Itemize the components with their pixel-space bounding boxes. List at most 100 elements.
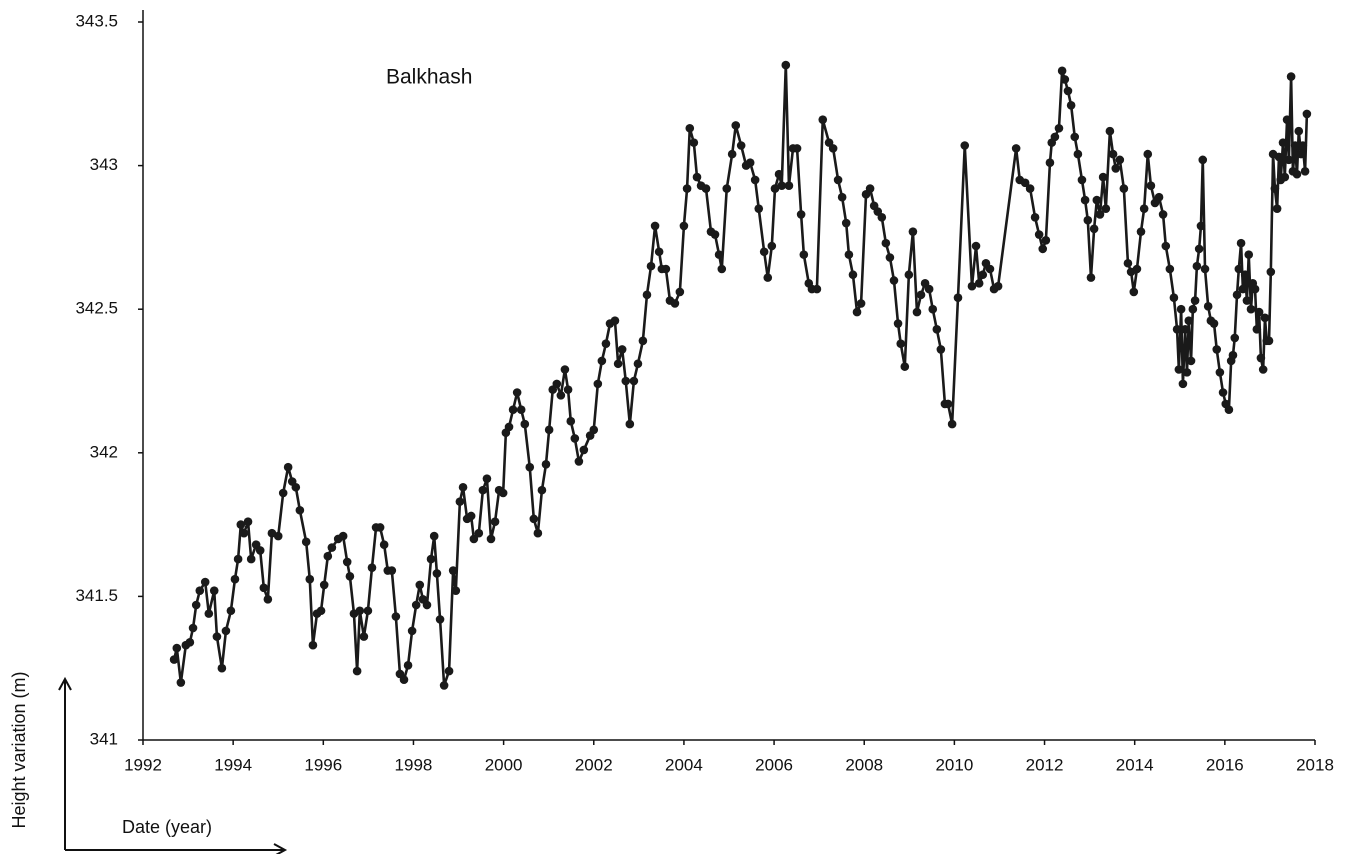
data-point [1161, 241, 1171, 251]
data-point [1154, 192, 1164, 202]
data-point [1298, 141, 1308, 150]
data-point [856, 299, 866, 308]
data-point [426, 554, 436, 564]
data-point [570, 434, 580, 443]
data-point [544, 425, 554, 435]
y-axis-label: Height variation (m) [9, 671, 29, 828]
data-point [670, 299, 680, 308]
data-point [520, 419, 530, 429]
data-point [912, 307, 922, 317]
data-point [1146, 181, 1156, 191]
y-arrow-head [58, 676, 72, 691]
data-point [512, 388, 522, 397]
data-point [387, 566, 397, 575]
data-point [1182, 368, 1192, 377]
axis-arrows [58, 676, 288, 854]
x-tick-label: 2002 [575, 755, 613, 774]
data-point [1196, 221, 1206, 231]
data-point [560, 365, 570, 374]
data-point [717, 264, 727, 274]
data-point [837, 192, 847, 202]
data-point [1077, 175, 1087, 185]
x-axis-label: Date (year) [122, 817, 212, 837]
data-point [928, 304, 938, 314]
data-point [233, 554, 243, 564]
data-point [852, 307, 862, 317]
data-point [1282, 115, 1292, 124]
data-point [1200, 264, 1210, 274]
data-point [1045, 158, 1055, 168]
data-point [1242, 296, 1252, 305]
y-tick-label: 342 [90, 442, 118, 461]
data-point [422, 600, 432, 610]
x-tick-label: 2010 [935, 755, 973, 774]
data-point [1034, 230, 1044, 239]
data-point [610, 316, 620, 325]
data-point [1256, 353, 1266, 363]
data-point [1194, 244, 1204, 254]
data-point [439, 681, 449, 690]
data-point [448, 566, 458, 575]
data-point [1190, 296, 1200, 305]
data-point [1111, 164, 1121, 173]
data-point [469, 534, 479, 544]
data-point [273, 531, 283, 541]
data-point [638, 336, 648, 346]
data-point [908, 227, 918, 236]
data-point [195, 586, 205, 595]
data-point [799, 250, 809, 259]
data-point [650, 221, 660, 231]
data-point [1296, 149, 1306, 159]
data-point [221, 626, 231, 636]
data-point [563, 385, 573, 394]
data-point [185, 638, 195, 647]
data-point [916, 290, 926, 300]
data-point [230, 574, 240, 584]
data-point [792, 144, 802, 153]
data-point [1070, 132, 1080, 142]
data-point [932, 325, 942, 334]
data-point [1234, 264, 1244, 274]
data-point [566, 416, 576, 426]
data-point [642, 290, 652, 300]
data-point [305, 574, 315, 584]
data-point [881, 238, 891, 248]
data-point [172, 643, 182, 653]
data-point [701, 184, 711, 193]
data-point [1057, 66, 1067, 76]
data-point [675, 287, 685, 297]
data-point [537, 485, 547, 495]
data-point [885, 253, 895, 262]
data-point [403, 661, 413, 670]
data-point [1123, 258, 1133, 268]
data-point [466, 511, 476, 521]
data-point [646, 261, 656, 271]
data-point [1184, 316, 1194, 325]
data-point [844, 250, 854, 259]
data-point [936, 345, 946, 354]
data-point [710, 230, 720, 239]
data-point [1178, 379, 1188, 389]
data-point [1089, 224, 1099, 234]
data-point [1188, 304, 1198, 314]
data-point [432, 569, 442, 578]
data-point [1038, 244, 1048, 254]
data-point [1270, 184, 1280, 193]
data-point [1246, 304, 1256, 314]
x-tick-label: 2014 [1116, 755, 1154, 774]
data-point [255, 546, 265, 555]
data-point [212, 632, 222, 641]
data-point [1203, 302, 1213, 311]
data-point [818, 115, 828, 124]
data-point [1063, 86, 1073, 96]
data-point [1300, 167, 1310, 176]
data-point [633, 359, 643, 369]
data-point [1290, 141, 1300, 150]
data-point [1180, 325, 1190, 334]
y-tick-label: 341 [90, 729, 118, 748]
data-point [525, 462, 535, 472]
x-tick-label: 1994 [214, 755, 252, 774]
data-point [629, 376, 639, 386]
data-point [1086, 273, 1096, 282]
